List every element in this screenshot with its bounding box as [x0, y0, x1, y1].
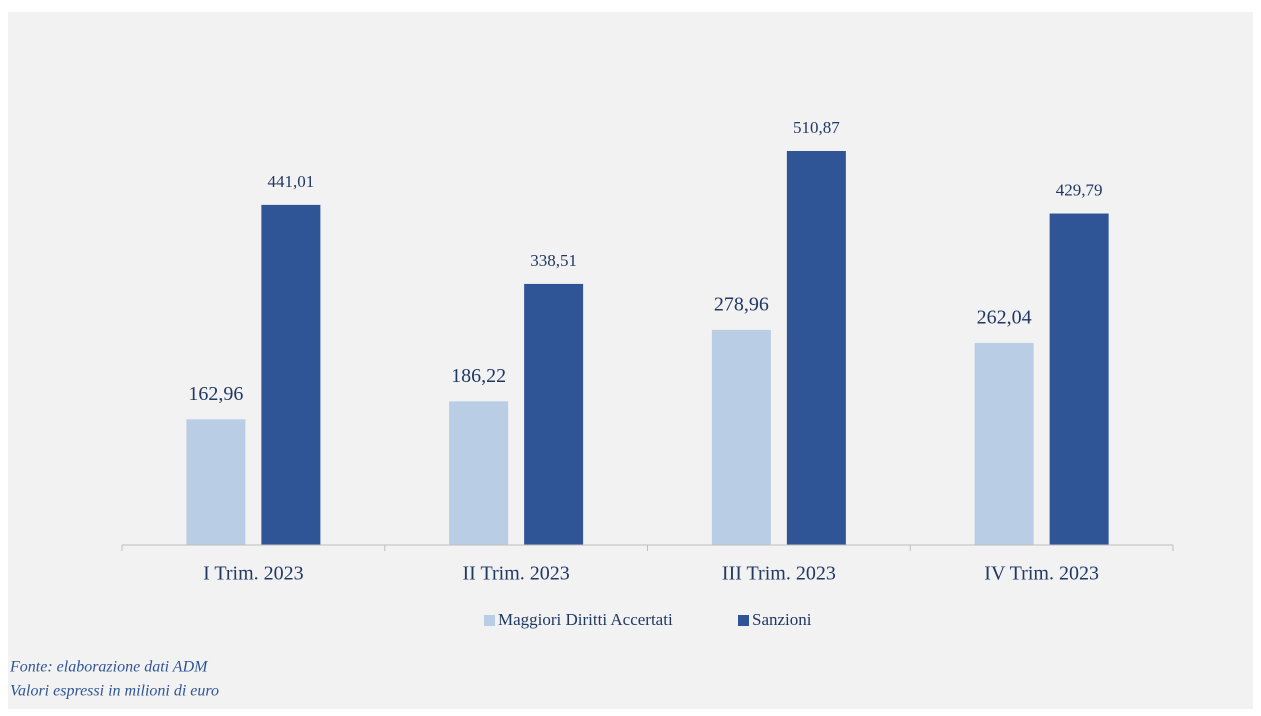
bar — [974, 342, 1034, 545]
legend-swatch — [484, 615, 495, 626]
footnote: Fonte: elaborazione dati ADM — [9, 659, 209, 676]
chart-background — [8, 12, 1253, 709]
bar — [261, 204, 321, 545]
data-label: 510,87 — [793, 118, 840, 137]
legend-label: Maggiori Diritti Accertati — [498, 610, 673, 629]
bar — [786, 151, 846, 545]
data-label: 186,22 — [451, 365, 506, 387]
x-tick-label: I Trim. 2023 — [203, 563, 304, 585]
x-tick-label: IV Trim. 2023 — [984, 563, 1099, 585]
bar — [1049, 213, 1109, 545]
data-label: 338,51 — [530, 251, 577, 270]
x-tick-label: III Trim. 2023 — [722, 563, 836, 585]
bar — [711, 329, 771, 545]
data-label: 262,04 — [977, 306, 1032, 328]
data-label: 278,96 — [714, 293, 769, 315]
bar — [186, 419, 246, 545]
x-tick-label: II Trim. 2023 — [463, 563, 570, 585]
data-label: 441,01 — [268, 172, 315, 191]
data-label: 162,96 — [188, 383, 243, 405]
bar — [524, 283, 584, 545]
bar — [449, 401, 509, 545]
legend-label: Sanzioni — [752, 610, 812, 629]
footnote: Valori espressi in milioni di euro — [10, 683, 219, 700]
legend-swatch — [738, 615, 749, 626]
data-label: 429,79 — [1056, 180, 1103, 199]
